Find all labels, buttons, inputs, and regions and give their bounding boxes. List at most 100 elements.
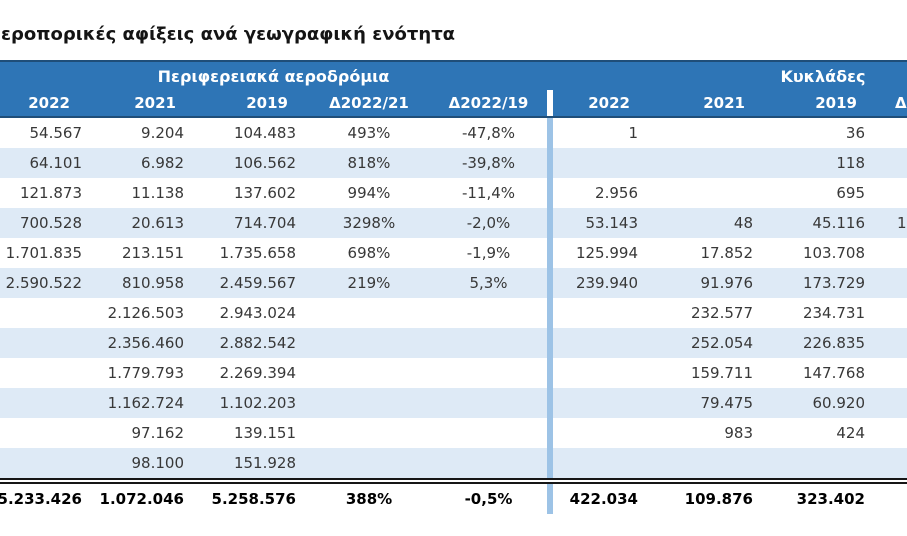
cell-left-2021: 6.982 (90, 148, 196, 178)
cell-right-2019: 424 (836, 424, 865, 442)
total-right-2019: 323.402 (796, 490, 865, 508)
cell-right-clipped-delta (877, 148, 907, 178)
cell-right-2022 (553, 328, 650, 358)
cell-delta-2022-19 (430, 388, 547, 418)
cell-left-2021: 98.100 (90, 448, 196, 478)
cell-right-2021: 91.976 (650, 268, 765, 298)
arrivals-table: Περιφερειακά αεροδρόμια Κυκλάδες 2022 20… (0, 60, 907, 514)
cell-delta-2022-21 (308, 358, 430, 388)
cell-right-2022 (553, 388, 650, 418)
cell-delta-2022-21 (308, 418, 430, 448)
col-header-delta-2022-19: Δ2022/19 (448, 94, 529, 112)
section-separator-bar (547, 208, 553, 238)
cell-right-clipped-delta: 1 (877, 208, 907, 238)
table-row: 2.126.503 2.943.024 232.577 234.731 (0, 298, 907, 328)
total-left-2019: 5.258.576 (211, 490, 296, 508)
cell-left-2022: 54.567 (29, 124, 83, 142)
cell-right-2021: 983 (724, 424, 753, 442)
year-header-row: 2022 2021 2019 Δ2022/21 Δ2022/19 2022 20… (0, 90, 907, 118)
group-header-cyclades: Κυκλάδες (780, 66, 866, 86)
section-separator-bar (547, 298, 553, 328)
cell-left-2021: 2.356.460 (90, 328, 196, 358)
cell-right-2021: 48 (650, 208, 765, 238)
cell-right-clipped-delta (877, 328, 907, 358)
total-right-2021: 109.876 (684, 490, 753, 508)
cell-delta-2022-19: -2,0% (430, 208, 547, 238)
cell-right-2019: 103.708 (802, 244, 865, 262)
cell-delta-2022-21: 3298% (308, 208, 430, 238)
col-header-right-2021: 2021 (703, 94, 745, 112)
cell-right-2019: 234.731 (802, 304, 865, 322)
cell-left-2021: 97.162 (131, 424, 185, 442)
cell-left-2022 (0, 358, 90, 388)
cell-right-clipped-delta (877, 118, 907, 148)
cell-left-2022: 64.101 (0, 148, 90, 178)
group-header-row: Περιφερειακά αεροδρόμια Κυκλάδες (0, 60, 907, 90)
cell-right-2019: 147.768 (802, 364, 865, 382)
cell-right-2022 (553, 358, 650, 388)
cell-delta-2022-19: -39,8% (430, 148, 547, 178)
cell-right-clipped-delta (877, 178, 907, 208)
cell-left-2021: 20.613 (90, 208, 196, 238)
cell-left-2019: 139.151 (233, 424, 296, 442)
table-row: 54.567 9.204 104.483 493% -47,8% 1 36 (0, 118, 907, 148)
section-separator-bar (547, 178, 553, 208)
group-header-regional-airports: Περιφερειακά αεροδρόμια (157, 66, 390, 86)
cell-right-clipped-delta (877, 358, 907, 388)
cell-delta-2022-19 (430, 358, 547, 388)
section-separator-bar (547, 418, 553, 448)
cell-delta-2022-21 (308, 448, 430, 478)
cell-right-2019: 173.729 (765, 268, 877, 298)
cell-left-2021: 1.779.793 (107, 364, 184, 382)
cell-left-2019: 2.943.024 (219, 304, 296, 322)
cell-left-2019: 106.562 (196, 148, 308, 178)
table-body: 54.567 9.204 104.483 493% -47,8% 1 36 64… (0, 118, 907, 478)
totals-row: 5.233.426 1.072.046 5.258.576 388% -0,5%… (0, 484, 907, 514)
cell-left-2022 (0, 388, 90, 418)
double-rule (0, 478, 907, 484)
total-left-2021: 1.072.046 (99, 490, 184, 508)
cell-left-2019: 2.882.542 (196, 328, 308, 358)
cell-right-clipped-delta (877, 268, 907, 298)
cell-right-2021: 17.852 (700, 244, 754, 262)
col-header-right-2022: 2022 (588, 94, 630, 112)
table-row: 1.162.724 1.102.203 79.475 60.920 (0, 388, 907, 418)
cell-left-2021: 2.126.503 (107, 304, 184, 322)
cell-right-2022 (553, 148, 650, 178)
table-row: 700.528 20.613 714.704 3298% -2,0% 53.14… (0, 208, 907, 238)
cell-delta-2022-21: 219% (308, 268, 430, 298)
cell-left-2021: 1.162.724 (90, 388, 196, 418)
cell-left-2019: 1.102.203 (196, 388, 308, 418)
cell-right-2019: 118 (765, 148, 877, 178)
cell-left-2022: 2.590.522 (0, 268, 90, 298)
total-left-2022: 5.233.426 (0, 490, 82, 508)
cell-delta-2022-21 (308, 328, 430, 358)
cell-left-2019: 137.602 (233, 184, 296, 202)
section-separator-bar (547, 328, 553, 358)
table-row: 1.701.835 213.151 1.735.658 698% -1,9% 1… (0, 238, 907, 268)
cell-right-clipped-delta (877, 448, 907, 478)
col-header-clipped-delta: Δ (895, 94, 907, 112)
cell-delta-2022-21: 994% (347, 184, 391, 202)
col-header-left-2021: 2021 (134, 94, 176, 112)
cell-left-2022 (0, 448, 90, 478)
total-right-clipped-delta (877, 484, 907, 514)
total-delta-2022-21: 388% (345, 490, 393, 508)
cell-left-2021: 9.204 (141, 124, 184, 142)
section-separator-bar (547, 148, 553, 178)
cell-right-clipped-delta (877, 298, 907, 328)
cell-delta-2022-21: 493% (347, 124, 391, 142)
cell-delta-2022-19: -47,8% (461, 124, 516, 142)
cell-left-2019: 714.704 (196, 208, 308, 238)
cell-right-2021 (650, 148, 765, 178)
cell-right-2022: 239.940 (553, 268, 650, 298)
section-separator-bar (547, 118, 553, 148)
table-row: 2.356.460 2.882.542 252.054 226.835 (0, 328, 907, 358)
section-separator-bar (547, 484, 553, 514)
cell-delta-2022-21 (308, 298, 430, 328)
cell-right-2021 (650, 118, 765, 148)
cell-left-2022: 121.873 (19, 184, 82, 202)
cell-left-2019: 151.928 (196, 448, 308, 478)
table-row: 64.101 6.982 106.562 818% -39,8% 118 (0, 148, 907, 178)
